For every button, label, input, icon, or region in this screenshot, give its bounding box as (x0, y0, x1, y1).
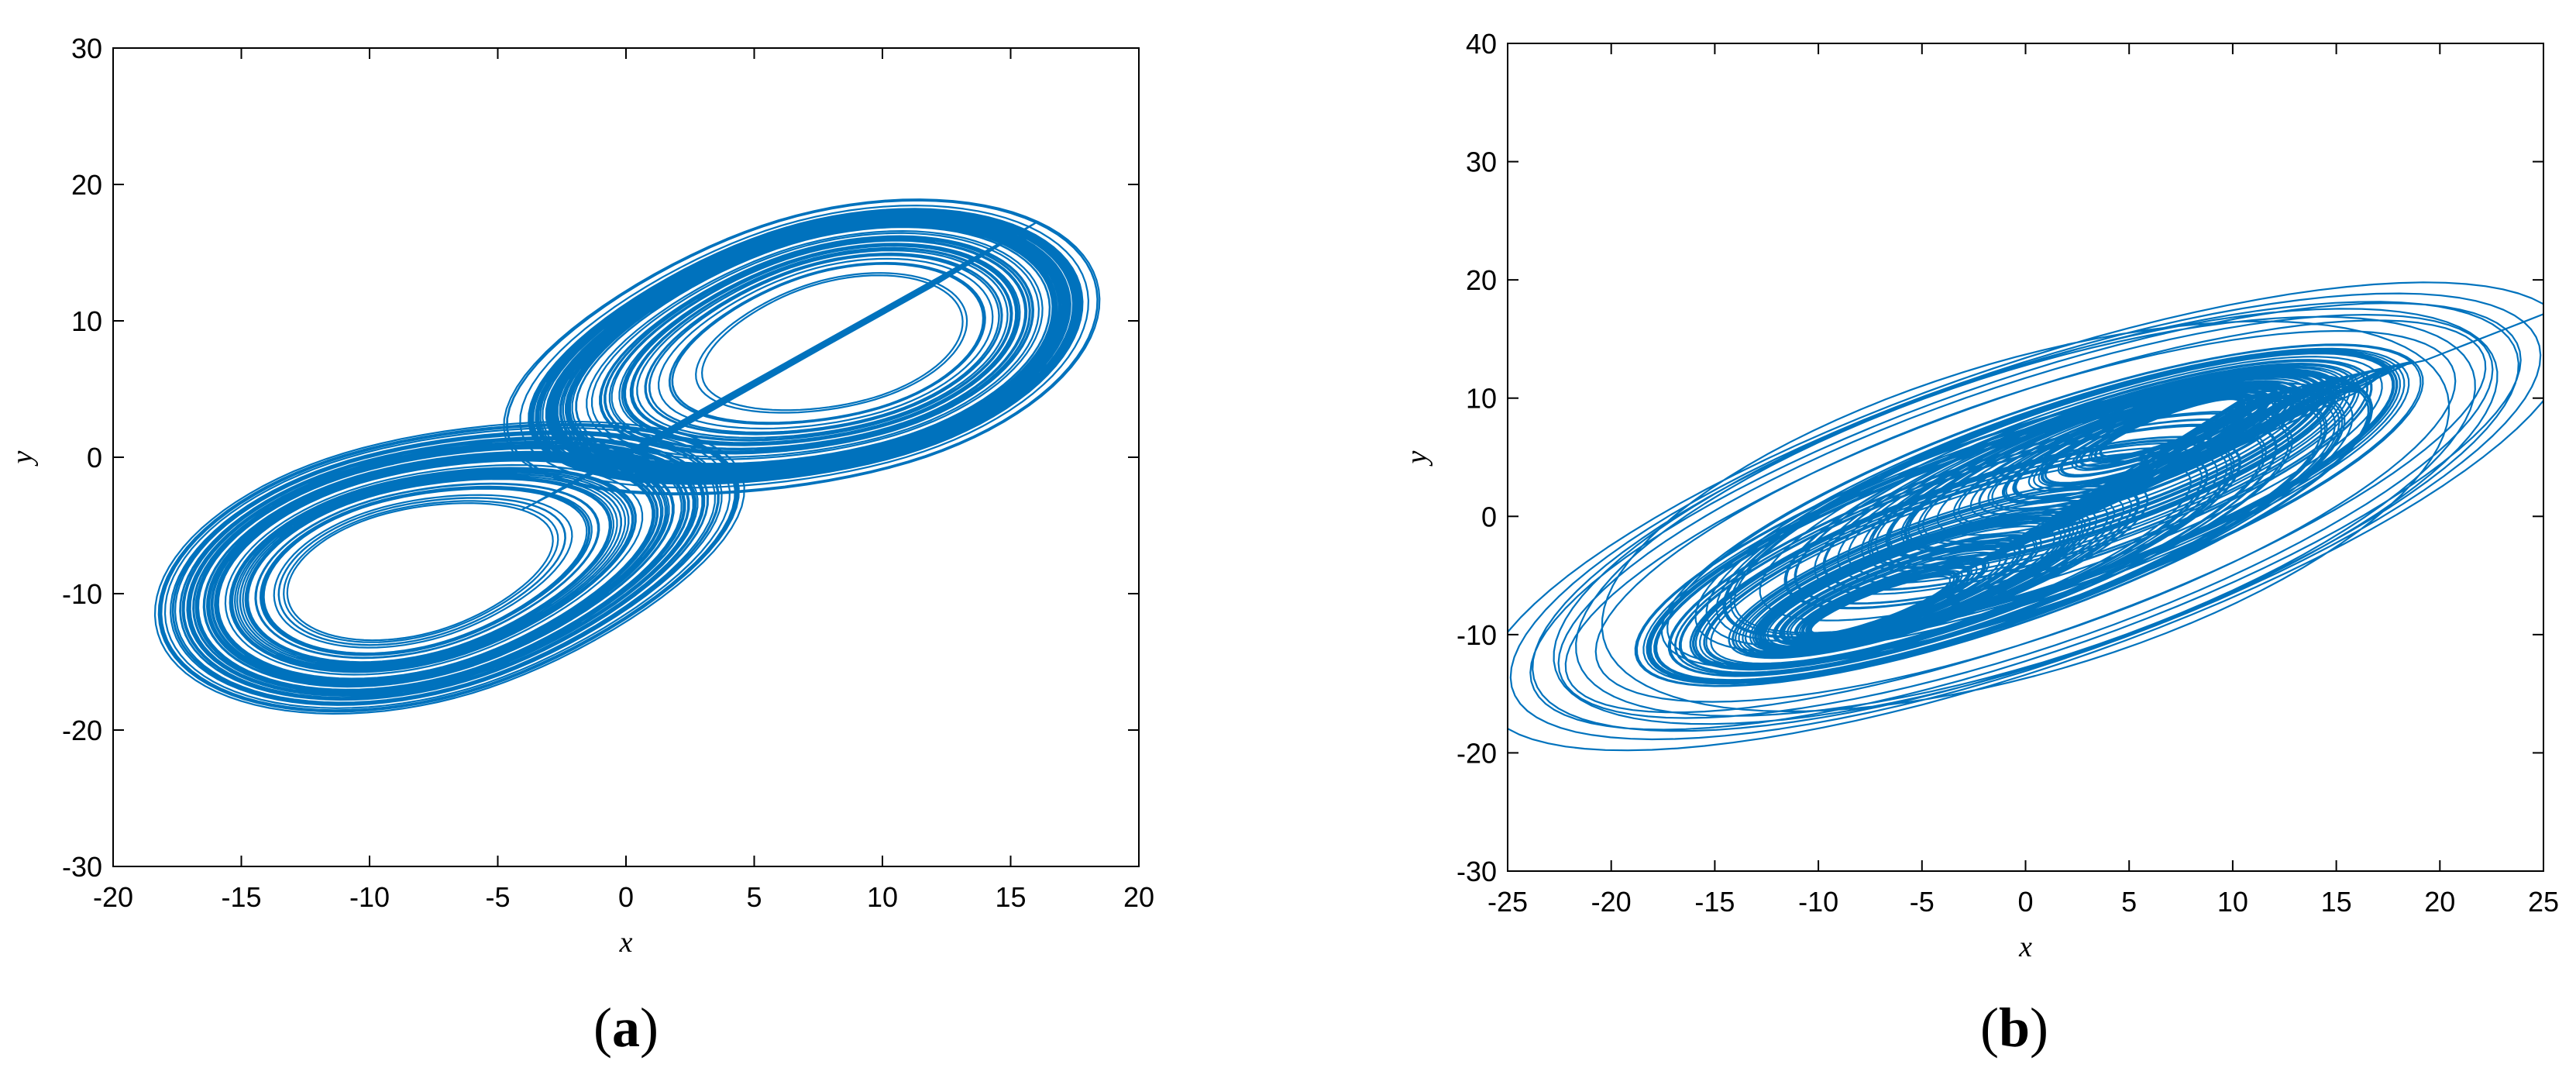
x-tick-label: -15 (1694, 886, 1735, 918)
x-tick-label: 0 (2017, 886, 2033, 918)
trajectory-line (1508, 281, 2543, 752)
y-tick-label: -10 (62, 578, 102, 610)
y-tick-label: -30 (1457, 856, 1497, 887)
x-tick-label: 10 (2217, 886, 2248, 918)
x-tick-label: 15 (2321, 886, 2352, 918)
y-tick-label: -20 (62, 715, 102, 746)
x-axis-label: x (619, 926, 633, 959)
y-tick-label: 0 (87, 442, 102, 474)
x-tick-label: -10 (1798, 886, 1838, 918)
y-tick-label: 20 (71, 169, 102, 201)
trajectory-group (1508, 281, 2543, 752)
x-tick-label: -20 (1591, 886, 1632, 918)
x-tick-label: 5 (746, 881, 762, 913)
x-tick-label: 25 (2528, 886, 2559, 918)
x-tick-label: -5 (485, 881, 510, 913)
trajectory-group (153, 198, 1101, 715)
y-tick-label: -20 (1457, 737, 1497, 769)
y-axis-label: y (1401, 450, 1433, 467)
y-tick-label: -30 (62, 851, 102, 883)
x-tick-label: -15 (221, 881, 261, 913)
trajectory-line (153, 198, 1101, 715)
x-tick-label: 5 (2121, 886, 2137, 918)
panel-label: (b) (1980, 997, 2048, 1059)
y-tick-label: -10 (1457, 619, 1497, 651)
y-axis-label: y (6, 450, 39, 467)
x-tick-label: -25 (1487, 886, 1528, 918)
x-tick-label: -20 (93, 881, 133, 913)
chart-panel-b: -25 -20 -15 -10 -5 0 5 10 15 20 25 -30 -20 -10 0 10 20 30… (1401, 28, 2559, 1059)
x-axis-label: x (2018, 931, 2032, 963)
x-tick-label: -10 (349, 881, 390, 913)
x-tick-label: 20 (2424, 886, 2455, 918)
x-tick-label: 0 (618, 881, 634, 913)
panel-label: (a) (593, 997, 659, 1059)
y-tick-label: 30 (71, 33, 102, 64)
y-tick-label: 0 (1481, 501, 1497, 532)
y-tick-label: 10 (71, 305, 102, 337)
y-tick-label: 20 (1466, 264, 1497, 296)
x-tick-label: 15 (995, 881, 1026, 913)
y-tick-label: 40 (1466, 28, 1497, 60)
x-tick-label: 20 (1123, 881, 1154, 913)
x-tick-label: -5 (1910, 886, 1935, 918)
x-tick-label: 10 (867, 881, 898, 913)
y-tick-label: 10 (1466, 383, 1497, 415)
y-tick-label: 30 (1466, 146, 1497, 178)
